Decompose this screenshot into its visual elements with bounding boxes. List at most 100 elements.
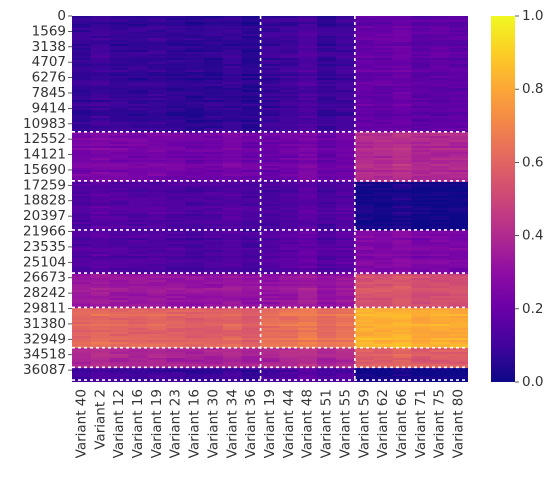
heatmap-cell	[72, 202, 92, 205]
heatmap-cell	[260, 200, 281, 203]
heatmap-cell	[336, 364, 356, 367]
heatmap-cell	[373, 144, 394, 147]
heatmap-cell	[185, 304, 205, 307]
heatmap-cell	[204, 218, 224, 221]
heatmap-cell	[354, 50, 375, 53]
heatmap-cell	[336, 20, 356, 23]
heatmap-cell	[411, 102, 431, 105]
heatmap-cell	[90, 208, 111, 211]
heatmap-cell	[204, 272, 224, 275]
heatmap-cell	[449, 22, 468, 25]
heatmap-cell	[279, 288, 299, 291]
heatmap-cell	[128, 194, 149, 197]
heatmap-cell	[298, 128, 318, 131]
heatmap-cell	[411, 368, 431, 371]
heatmap-cell	[222, 372, 243, 375]
heatmap-cell	[373, 238, 394, 241]
heatmap-cell	[90, 130, 111, 133]
heatmap-cell	[317, 360, 337, 363]
heatmap-cell	[411, 142, 431, 145]
heatmap-cell	[298, 84, 318, 87]
heatmap-cell	[279, 16, 299, 19]
heatmap-cell	[430, 218, 450, 221]
heatmap-cell	[260, 36, 281, 39]
heatmap-cell	[222, 220, 243, 223]
heatmap-cell	[336, 112, 356, 115]
heatmap-cell	[279, 320, 299, 323]
heatmap-cell	[109, 294, 130, 297]
heatmap-cell	[204, 206, 224, 209]
heatmap-cell	[279, 248, 299, 251]
heatmap-cell	[109, 118, 130, 121]
heatmap-cell	[109, 156, 130, 159]
heatmap-cell	[430, 302, 450, 305]
heatmap-cell	[392, 296, 413, 299]
heatmap-cell	[317, 280, 337, 283]
heatmap-cell	[354, 198, 375, 201]
heatmap-cell	[147, 350, 167, 353]
heatmap-cell	[260, 212, 281, 215]
heatmap-cell	[72, 64, 92, 67]
heatmap-cell	[72, 154, 92, 157]
heatmap-cell	[373, 186, 394, 189]
heatmap-cell	[373, 256, 394, 259]
heatmap-cell	[204, 90, 224, 93]
heatmap-cell	[90, 306, 111, 309]
heatmap-cell	[373, 90, 394, 93]
heatmap-cell	[411, 354, 431, 357]
heatmap-cell	[241, 188, 262, 191]
heatmap-cell	[279, 360, 299, 363]
heatmap-cell	[90, 370, 111, 373]
heatmap-cell	[90, 46, 111, 49]
heatmap-cell	[392, 142, 413, 145]
heatmap-cell	[430, 118, 450, 121]
heatmap-cell	[90, 280, 111, 283]
heatmap-cell	[449, 118, 468, 121]
heatmap-cell	[166, 116, 186, 119]
heatmap-cell	[298, 342, 318, 345]
heatmap-cell	[128, 216, 149, 219]
heatmap-cell	[354, 222, 375, 225]
heatmap-cell	[392, 34, 413, 37]
heatmap-cell	[373, 202, 394, 205]
heatmap-cell	[430, 230, 450, 233]
heatmap-cell	[72, 260, 92, 263]
heatmap-cell	[166, 184, 186, 187]
heatmap-cell	[411, 192, 431, 195]
x-tick-label: Variant 34	[224, 389, 240, 458]
heatmap-cell	[336, 130, 356, 133]
heatmap-cell	[109, 44, 130, 47]
heatmap-cell	[317, 46, 337, 49]
heatmap-cell	[72, 164, 92, 167]
heatmap-cell	[166, 34, 186, 37]
heatmap-cell	[147, 242, 167, 245]
heatmap-cell	[204, 276, 224, 279]
heatmap-cell	[241, 140, 262, 143]
heatmap-cell	[317, 136, 337, 139]
heatmap-cell	[166, 246, 186, 249]
heatmap-cell	[128, 154, 149, 157]
heatmap-cell	[298, 124, 318, 127]
heatmap-cell	[373, 216, 394, 219]
heatmap-cell	[241, 278, 262, 281]
heatmap-cell	[279, 218, 299, 221]
heatmap-cell	[298, 330, 318, 333]
heatmap-cell	[147, 296, 167, 299]
heatmap-cell	[260, 352, 281, 355]
heatmap-cell	[430, 30, 450, 33]
heatmap-cell	[430, 68, 450, 71]
heatmap-cell	[147, 320, 167, 323]
heatmap-cell	[109, 358, 130, 361]
heatmap-cell	[204, 130, 224, 133]
heatmap-cell	[411, 74, 431, 77]
heatmap-cell	[222, 256, 243, 259]
heatmap-cell	[411, 150, 431, 153]
heatmap-cell	[336, 214, 356, 217]
heatmap-cell	[354, 314, 375, 317]
heatmap-cell	[260, 316, 281, 319]
heatmap-cell	[279, 124, 299, 127]
heatmap-cell	[411, 258, 431, 261]
heatmap-cell	[147, 196, 167, 199]
heatmap-cell	[298, 116, 318, 119]
heatmap-cell	[354, 22, 375, 25]
